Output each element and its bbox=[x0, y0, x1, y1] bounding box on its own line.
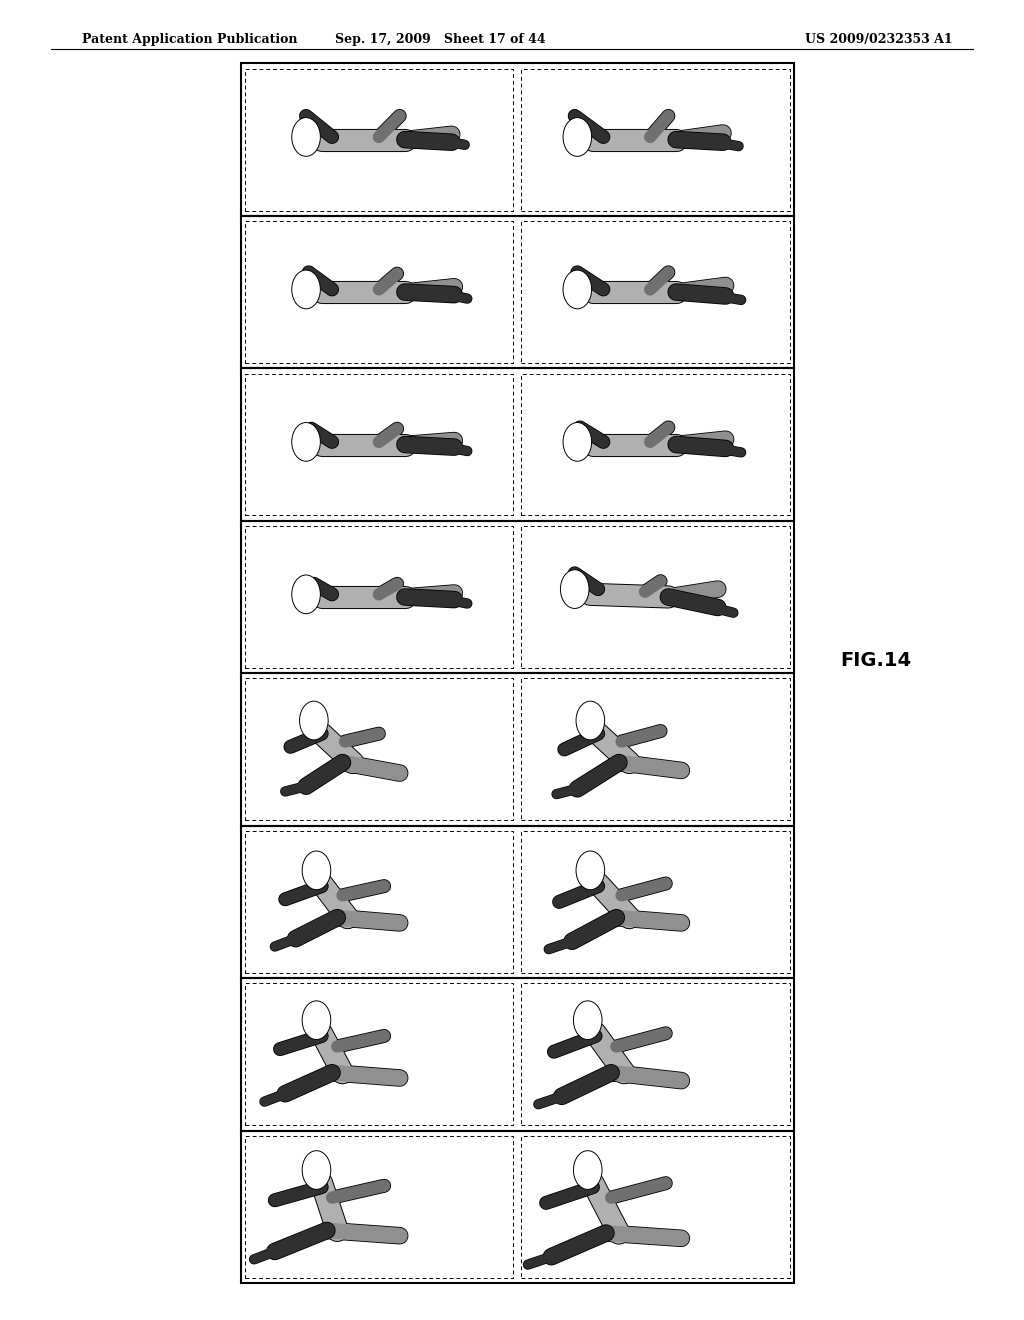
Bar bbox=[245, 220, 513, 363]
Text: Sep. 17, 2009   Sheet 17 of 44: Sep. 17, 2009 Sheet 17 of 44 bbox=[335, 33, 546, 46]
Bar bbox=[245, 525, 513, 668]
Ellipse shape bbox=[560, 570, 589, 609]
Ellipse shape bbox=[573, 1001, 602, 1040]
Ellipse shape bbox=[563, 117, 592, 156]
Ellipse shape bbox=[292, 117, 321, 156]
Bar bbox=[245, 678, 513, 820]
Bar bbox=[521, 220, 790, 363]
Ellipse shape bbox=[577, 851, 604, 890]
Bar bbox=[241, 978, 794, 1130]
Bar bbox=[241, 215, 794, 368]
Ellipse shape bbox=[563, 422, 592, 461]
Ellipse shape bbox=[302, 851, 331, 890]
Bar bbox=[245, 1135, 513, 1278]
Ellipse shape bbox=[563, 271, 592, 309]
Text: US 2009/0232353 A1: US 2009/0232353 A1 bbox=[805, 33, 952, 46]
Bar bbox=[521, 678, 790, 820]
Ellipse shape bbox=[292, 422, 321, 461]
Ellipse shape bbox=[302, 1001, 331, 1040]
Bar bbox=[245, 832, 513, 973]
Ellipse shape bbox=[300, 701, 328, 741]
Ellipse shape bbox=[292, 576, 321, 614]
Ellipse shape bbox=[577, 701, 604, 741]
Bar bbox=[241, 63, 794, 215]
Bar bbox=[241, 521, 794, 673]
Bar bbox=[521, 374, 790, 516]
Text: FIG.14: FIG.14 bbox=[840, 651, 911, 669]
Bar bbox=[245, 983, 513, 1125]
Text: Patent Application Publication: Patent Application Publication bbox=[82, 33, 297, 46]
Bar bbox=[521, 832, 790, 973]
Bar bbox=[241, 826, 794, 978]
Bar bbox=[241, 673, 794, 826]
Ellipse shape bbox=[573, 1151, 602, 1189]
Bar bbox=[241, 368, 794, 521]
Bar bbox=[245, 374, 513, 516]
Bar bbox=[245, 69, 513, 210]
Bar bbox=[521, 983, 790, 1125]
Bar bbox=[521, 525, 790, 668]
Bar bbox=[521, 69, 790, 210]
Ellipse shape bbox=[302, 1151, 331, 1189]
Bar bbox=[521, 1135, 790, 1278]
Bar bbox=[241, 1130, 794, 1283]
Ellipse shape bbox=[292, 271, 321, 309]
